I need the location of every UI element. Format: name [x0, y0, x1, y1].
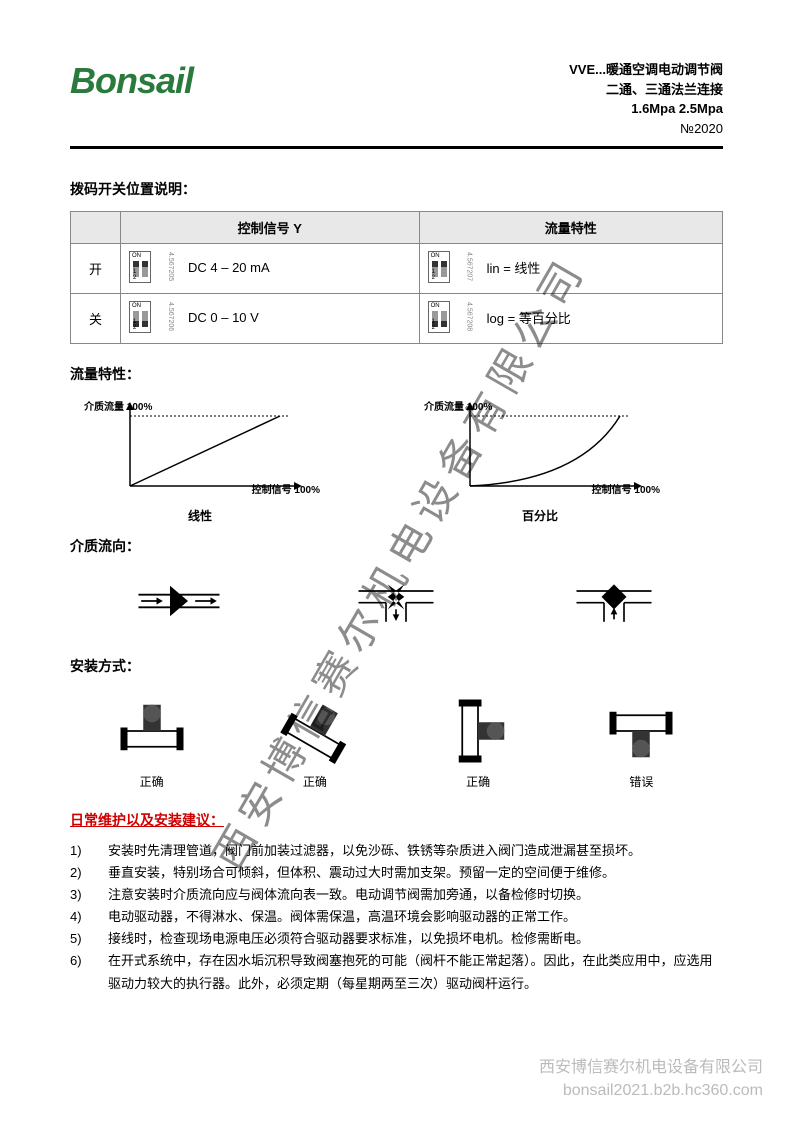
chart-linear: 介质流量 100% 控制信号 100% 线性: [90, 396, 310, 506]
table-row: 开 4.567205 DC 4 – 20 mA 4.567207 lin: [71, 244, 723, 294]
logo: Bonsail: [70, 60, 193, 102]
header-divider: [70, 146, 723, 149]
list-item: 3)注意安装时介质流向应与阀体流向表一致。电动调节阀需加旁通，以备检修时切换。: [70, 884, 723, 906]
signal-text: DC 4 – 20 mA: [188, 260, 270, 275]
list-item: 1)安装时先清理管道，阀门前加装过滤器，以免沙砾、铁锈等杂质进入阀门造成泄漏甚至…: [70, 840, 723, 862]
list-item: 5)接线时，检查现场电源电压必须符合驱动器要求标准，以免损坏电机。检修需断电。: [70, 928, 723, 950]
chart-log: 介质流量 100% 控制信号 100% 百分比: [430, 396, 650, 506]
flow-text: lin = 线性: [487, 258, 541, 277]
install-icon-correct-2: [270, 696, 360, 766]
dip-switch-icon: [129, 301, 151, 333]
flow-icon-3way-b: [569, 576, 659, 626]
product-title-1: VVE...暖通空调电动调节阀: [569, 60, 723, 80]
install-caption: 正确: [433, 773, 523, 790]
product-title-2: 二通、三通法兰连接: [569, 80, 723, 100]
chart-y-label: 介质流量 100%: [424, 402, 492, 413]
dip-switch-icon: [428, 251, 450, 283]
flow-icon-2way: [134, 576, 224, 626]
row-label-on: 开: [71, 244, 121, 294]
install-icon-wrong: [596, 696, 686, 766]
th-signal: 控制信号 Y: [121, 212, 420, 244]
row-label-off: 关: [71, 294, 121, 344]
list-item: 2)垂直安装，特别场合可倾斜，但体积、震动过大时需加支架。预留一定的空间便于维修…: [70, 862, 723, 884]
install-icons: 正确 正确: [70, 696, 723, 790]
chart-name-linear: 线性: [188, 507, 212, 524]
doc-number: №2020: [569, 119, 723, 139]
footer-company: 西安博信赛尔机电设备有限公司: [539, 1057, 763, 1079]
list-item: 6)在开式系统中，存在因水垢沉积导致阀塞抱死的可能（阀杆不能正常起落）。因此，在…: [70, 950, 723, 994]
signal-text: DC 0 – 10 V: [188, 310, 259, 325]
header-info: VVE...暖通空调电动调节阀 二通、三通法兰连接 1.6Mpa 2.5Mpa …: [569, 60, 723, 138]
chart-x-label: 控制信号 100%: [252, 485, 320, 496]
footer-url: bonsail2021.b2b.hc360.com: [539, 1080, 763, 1102]
dip-switch-icon: [129, 251, 151, 283]
section-flow-char-title: 流量特性：: [70, 364, 723, 384]
page-footer: 西安博信赛尔机电设备有限公司 bonsail2021.b2b.hc360.com: [539, 1057, 763, 1102]
chart-y-label: 介质流量 100%: [84, 402, 152, 413]
flow-icon-3way-a: [351, 576, 441, 626]
install-caption: 正确: [270, 773, 360, 790]
install-caption: 错误: [596, 773, 686, 790]
pressure-spec: 1.6Mpa 2.5Mpa: [569, 99, 723, 119]
flow-direction-icons: [70, 576, 723, 626]
install-icon-correct-1: [107, 696, 197, 766]
th-flow: 流量特性: [419, 212, 722, 244]
section-dip-title: 拨码开关位置说明：: [70, 179, 723, 199]
table-row: 关 4.567206 DC 0 – 10 V 4.567208 log =: [71, 294, 723, 344]
maintenance-list: 1)安装时先清理管道，阀门前加装过滤器，以免沙砾、铁锈等杂质进入阀门造成泄漏甚至…: [70, 840, 723, 995]
flow-text: log = 等百分比: [487, 308, 571, 327]
flow-charts: 介质流量 100% 控制信号 100% 线性 介质流量 100% 控制信号 10…: [90, 396, 723, 506]
chart-x-label: 控制信号 100%: [592, 485, 660, 496]
dip-signal-table: 控制信号 Y 流量特性 开 4.567205 DC 4 – 20 mA: [70, 211, 723, 344]
install-icon-correct-3: [433, 696, 523, 766]
section-flow-dir-title: 介质流向：: [70, 536, 723, 556]
section-install-title: 安装方式：: [70, 656, 723, 676]
th-blank: [71, 212, 121, 244]
install-caption: 正确: [107, 773, 197, 790]
chart-name-log: 百分比: [522, 507, 558, 524]
dip-switch-icon: [428, 301, 450, 333]
list-item: 4)电动驱动器，不得淋水、保温。阀体需保温，高温环境会影响驱动器的正常工作。: [70, 906, 723, 928]
section-maint-title: 日常维护以及安装建议：: [70, 810, 723, 830]
page-header: Bonsail VVE...暖通空调电动调节阀 二通、三通法兰连接 1.6Mpa…: [70, 60, 723, 138]
